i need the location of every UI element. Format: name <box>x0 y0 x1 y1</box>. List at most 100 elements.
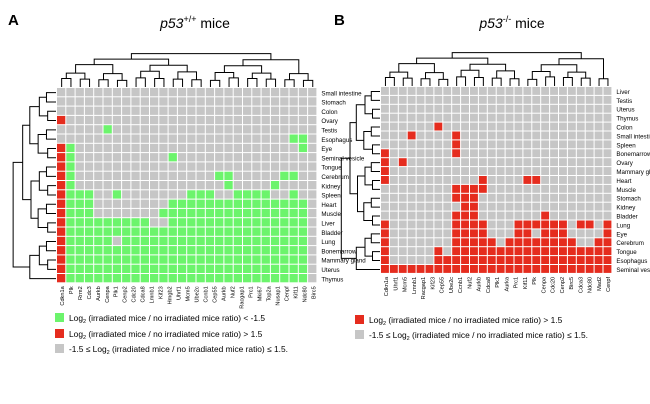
heatmap-cell <box>122 190 131 199</box>
gene-label: Birc5 <box>311 286 317 299</box>
heatmap-cell <box>470 158 478 167</box>
heatmap-cell <box>150 125 159 134</box>
heatmap-cell <box>496 238 505 247</box>
heatmap-cell <box>541 95 550 104</box>
heatmap-cell <box>150 97 159 106</box>
heatmap-cell <box>461 202 469 211</box>
heatmap-cell <box>66 190 75 199</box>
dendrogram-branch <box>191 79 202 87</box>
tissue-label: Heart <box>321 202 336 209</box>
heatmap-cell <box>523 247 532 256</box>
heatmap-cell <box>541 247 550 256</box>
heatmap-cell <box>416 87 425 95</box>
heatmap-cell <box>559 140 567 149</box>
heatmap-cell <box>159 236 168 246</box>
dendrogram-branch <box>45 166 56 177</box>
heatmap-cell <box>150 274 159 283</box>
heatmap-cell <box>478 87 487 95</box>
heatmap-cell <box>585 158 594 167</box>
heatmap-cell <box>75 171 84 180</box>
legend-pre: -1.5 ≤ Log <box>369 330 407 340</box>
heatmap-cell <box>187 134 196 143</box>
heatmap-cell <box>559 202 567 211</box>
heatmap-cell <box>452 193 461 202</box>
heatmap-cell <box>567 167 576 175</box>
heatmap-cell <box>416 256 425 264</box>
heatmap-cell <box>187 153 196 162</box>
heatmap-cell <box>452 176 461 184</box>
heatmap-cell <box>443 229 452 238</box>
heatmap-cell <box>576 247 585 256</box>
dendrogram-branch <box>177 71 197 80</box>
heatmap-cell <box>177 227 187 236</box>
heatmap-cell <box>487 149 496 158</box>
heatmap-cell <box>470 202 478 211</box>
heatmap-cell <box>94 274 103 283</box>
tissue-label: Lung <box>616 222 630 229</box>
heatmap-cell <box>252 106 261 115</box>
heatmap-cell <box>487 229 496 238</box>
heatmap-cell <box>252 255 261 264</box>
heatmap-cell <box>425 193 434 202</box>
heatmap-cell <box>425 149 434 158</box>
heatmap-cell <box>478 122 487 131</box>
heatmap-cell <box>523 238 532 247</box>
heatmap-cell <box>103 115 112 125</box>
heatmap-cell <box>398 256 407 264</box>
heatmap-cell <box>470 193 478 202</box>
heatmap-cell <box>224 181 233 190</box>
heatmap-cell <box>389 113 398 122</box>
heatmap-cell <box>514 149 523 158</box>
heatmap-cell <box>478 158 487 167</box>
heatmap-cell <box>514 256 523 264</box>
gene-label: Prc1 <box>248 286 254 298</box>
dendrogram-branch <box>47 222 56 233</box>
heatmap-cell <box>66 255 75 264</box>
heatmap-cell <box>103 143 112 153</box>
heatmap-cell <box>103 134 112 143</box>
heatmap-cell <box>541 158 550 167</box>
heatmap-cell <box>289 236 298 246</box>
heatmap-cell <box>523 202 532 211</box>
dendrogram-branch <box>598 78 609 86</box>
heatmap-cell <box>66 199 75 208</box>
gene-label: Rrm2 <box>78 286 84 300</box>
heatmap-cell <box>541 140 550 149</box>
heatmap-cell <box>541 122 550 131</box>
heatmap-cell <box>470 167 478 175</box>
dendrogram-branch <box>45 203 56 215</box>
heatmap-cell <box>196 88 205 97</box>
heatmap-cell <box>205 97 215 106</box>
heatmap-cell <box>205 190 215 199</box>
heatmap <box>381 87 612 273</box>
heatmap-cell <box>487 265 496 273</box>
heatmap-cell <box>224 190 233 199</box>
heatmap-cell <box>233 115 242 125</box>
heatmap-cell <box>289 88 298 97</box>
gene-label: Kif23 <box>430 277 436 290</box>
heatmap-cell <box>514 104 523 113</box>
heatmap-cell <box>75 255 84 264</box>
dendrogram-branch <box>22 124 31 201</box>
heatmap-cell <box>159 264 168 273</box>
heatmap-cell <box>187 190 196 199</box>
heatmap-cell <box>398 122 407 131</box>
heatmap-cell <box>298 106 308 115</box>
heatmap-cell <box>122 264 131 273</box>
heatmap-cell <box>487 184 496 193</box>
column-dendrogram <box>61 53 314 87</box>
heatmap-cell <box>75 218 84 227</box>
heatmap-cell <box>567 184 576 193</box>
heatmap-cell <box>84 274 94 283</box>
gene-label: Aurkb <box>221 286 227 301</box>
heatmap-cell <box>452 87 461 95</box>
heatmap-cell <box>177 190 187 199</box>
heatmap-cell <box>532 149 541 158</box>
heatmap-cell <box>381 176 389 184</box>
heatmap-cell <box>461 87 469 95</box>
tissue-label: Bonemarrow <box>616 151 650 158</box>
heatmap-cell <box>514 265 523 273</box>
tissue-label: Small intestine <box>321 90 362 97</box>
heatmap-cell <box>559 167 567 175</box>
heatmap-cell <box>84 218 94 227</box>
